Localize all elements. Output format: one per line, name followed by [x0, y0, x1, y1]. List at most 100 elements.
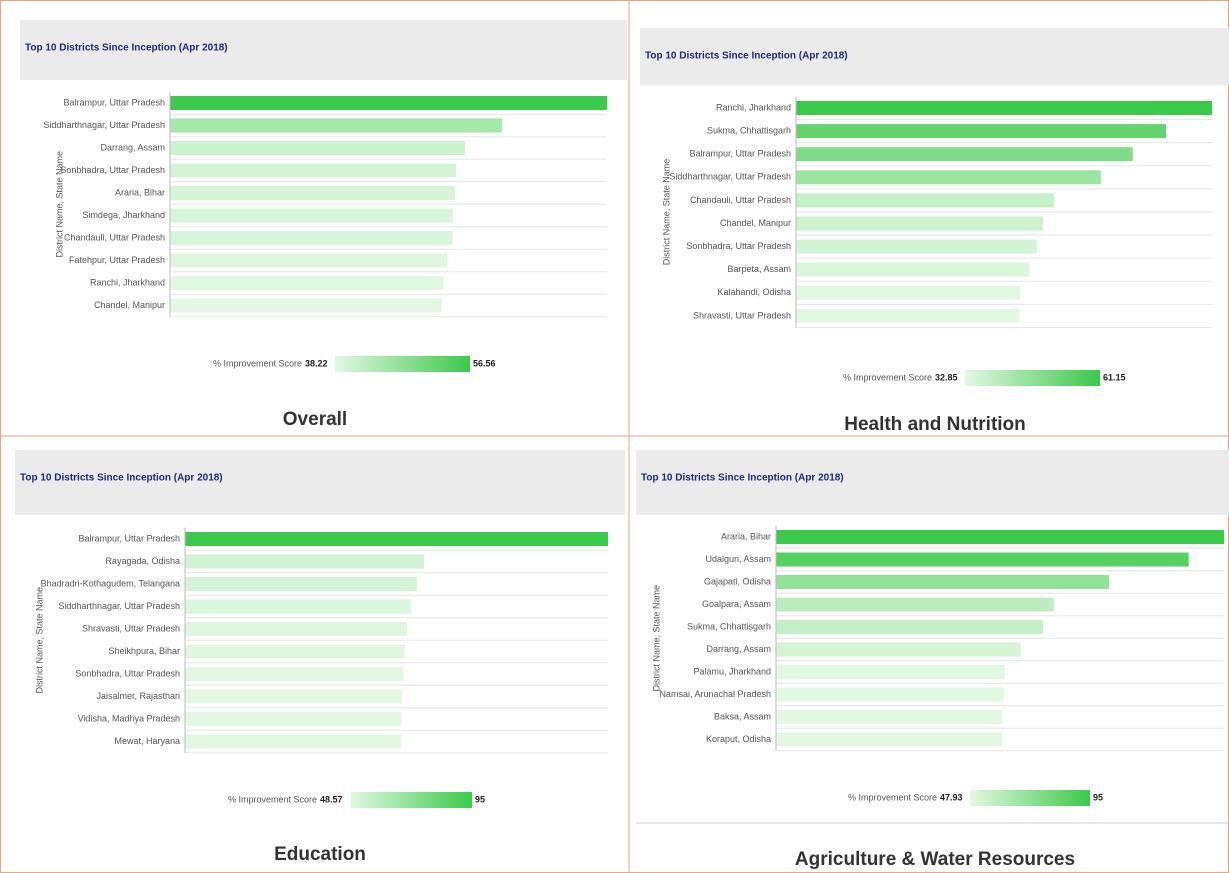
bar: [185, 599, 412, 614]
bar: [170, 118, 503, 133]
legend-title: % Improvement Score: [843, 372, 932, 382]
color-legend: [350, 792, 472, 808]
axis-title: District Name, State Name: [651, 585, 661, 692]
bar: [796, 170, 1101, 185]
chart-title: Top 10 Districts Since Inception (Apr 20…: [20, 473, 223, 484]
panel-caption: Agriculture & Water Resources: [795, 849, 1075, 870]
chart-title: Top 10 Districts Since Inception (Apr 20…: [641, 473, 844, 484]
bar: [185, 577, 417, 591]
bar: [776, 687, 1004, 702]
category-label: Shravasti, Uttar Pradesh: [82, 623, 180, 633]
bar: [796, 124, 1167, 139]
bar: [796, 308, 1020, 323]
category-label: Simdega, Jharkhand: [82, 210, 165, 220]
category-label: Balrampur, Uttar Pradesh: [63, 97, 165, 107]
bar: [170, 163, 457, 178]
category-label: Jaisalmer, Rajasthan: [96, 691, 180, 701]
legend-max: 61.15: [1103, 372, 1126, 382]
category-label: Udalguri, Assam: [705, 554, 771, 564]
legend-min: 47.93: [940, 792, 963, 802]
category-label: Araria, Bihar: [721, 531, 771, 541]
category-label: Vidisha, Madhya Pradesh: [78, 713, 180, 723]
chart-panel: Top 10 Districts Since Inception (Apr 20…: [640, 28, 1229, 435]
axis-title: District Name, State Name: [54, 151, 64, 258]
bar: [776, 732, 1003, 747]
legend-max: 95: [1093, 792, 1103, 802]
header-band: [20, 20, 627, 80]
chart-panel: Top 10 Districts Since Inception (Apr 20…: [20, 20, 627, 430]
category-label: Barpeta, Assam: [727, 264, 791, 274]
legend-title: % Improvement Score: [228, 794, 317, 804]
bar: [185, 667, 404, 681]
category-label: Gajapati, Odisha: [704, 576, 771, 586]
category-label: Chandauli, Uttar Pradesh: [690, 195, 791, 205]
bar: [796, 262, 1030, 277]
category-label: Ranchi, Jharkhand: [90, 277, 165, 287]
bar: [185, 734, 402, 749]
bar: [776, 575, 1109, 589]
category-label: Palamu, Jharkhand: [693, 666, 771, 676]
bar: [170, 253, 448, 268]
category-label: Siddharthnagar, Uttar Pradesh: [58, 601, 180, 611]
bar: [170, 96, 607, 110]
bar: [776, 665, 1005, 679]
legend-min: 32.85: [935, 372, 958, 382]
category-label: Ranchi, Jharkhand: [716, 102, 791, 112]
category-label: Shravasti, Uttar Pradesh: [693, 310, 791, 320]
color-legend: [965, 370, 1100, 386]
axis-title: District Name, State Name: [34, 587, 44, 694]
header-band: [15, 450, 625, 515]
bar: [776, 530, 1224, 544]
category-label: Sukma, Chhattisgarh: [707, 125, 791, 135]
color-legend: [970, 790, 1090, 806]
header-band: [640, 28, 1229, 85]
bar: [776, 710, 1003, 724]
bar: [170, 186, 456, 200]
bar: [796, 285, 1021, 300]
category-label: Bhadradri-Kothagudem, Telangana: [41, 578, 180, 588]
chart-title: Top 10 Districts Since Inception (Apr 20…: [25, 43, 228, 54]
chart-panel: Top 10 Districts Since Inception (Apr 20…: [15, 450, 625, 865]
category-label: Balrampur, Uttar Pradesh: [78, 533, 180, 543]
category-label: Balrampur, Uttar Pradesh: [689, 149, 791, 159]
legend-title: % Improvement Score: [848, 792, 937, 802]
bar: [185, 554, 425, 569]
category-label: Siddharthnagar, Uttar Pradesh: [43, 120, 165, 130]
bar: [796, 101, 1212, 115]
bar: [776, 552, 1189, 567]
bar: [796, 216, 1043, 231]
chart-panel: Top 10 Districts Since Inception (Apr 20…: [636, 450, 1229, 870]
category-label: Sonbhadra, Uttar Pradesh: [60, 165, 165, 175]
bar: [170, 276, 444, 290]
category-label: Kalahandi, Odisha: [717, 287, 791, 297]
legend-min: 38.22: [305, 358, 328, 368]
category-label: Rayagada, Odisha: [105, 556, 180, 566]
axis-title: District Name, State Name: [661, 159, 671, 266]
bar: [796, 239, 1037, 254]
bar: [185, 532, 608, 546]
bar: [776, 597, 1054, 612]
panel-caption: Education: [274, 844, 366, 865]
category-label: Goalpara, Assam: [702, 599, 771, 609]
panel-caption: Health and Nutrition: [844, 414, 1026, 435]
bar: [796, 193, 1054, 208]
bar: [796, 147, 1133, 162]
color-legend: [335, 356, 470, 372]
bar: [185, 622, 408, 636]
bar: [170, 298, 442, 313]
bar: [170, 231, 453, 245]
category-label: Chandel, Manipur: [94, 300, 165, 310]
category-label: Siddharthnagar, Uttar Pradesh: [669, 172, 791, 182]
legend-min: 48.57: [320, 794, 343, 804]
legend-max: 95: [475, 794, 485, 804]
category-label: Araria, Bihar: [115, 187, 165, 197]
category-label: Darrang, Assam: [100, 142, 165, 152]
category-label: Namsai, Arunachal Pradesh: [659, 689, 771, 699]
category-label: Darrang, Assam: [706, 644, 771, 654]
category-label: Chandel, Manipur: [720, 218, 791, 228]
category-label: Mewat, Haryana: [114, 736, 180, 746]
header-band: [636, 450, 1229, 515]
category-label: Sonbhadra, Uttar Pradesh: [75, 668, 180, 678]
bar: [185, 644, 405, 659]
